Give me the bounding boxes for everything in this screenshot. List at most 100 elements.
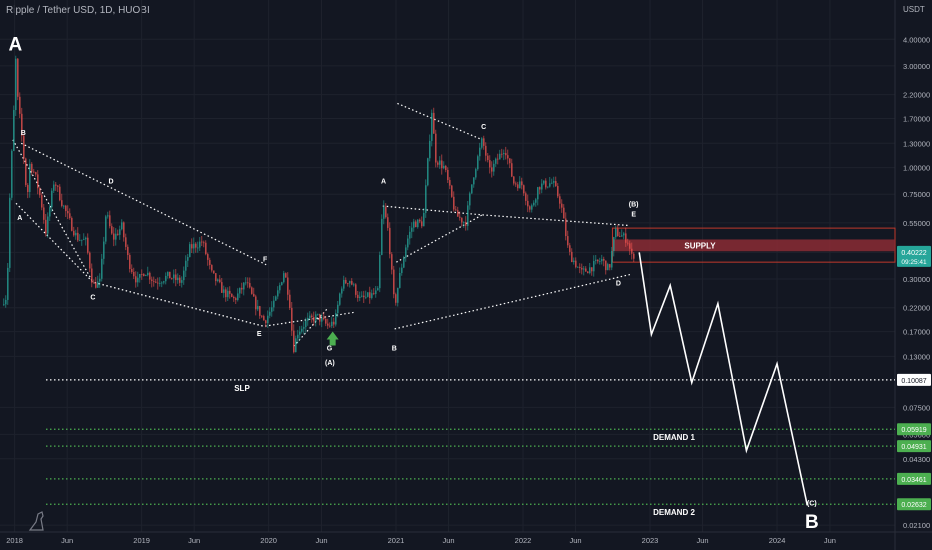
candle-body — [625, 233, 627, 243]
time-tick: 2021 — [388, 536, 405, 545]
candle-body — [131, 269, 133, 272]
candle-body — [241, 287, 243, 290]
candle-body — [265, 320, 267, 324]
tradingview-logo-shape — [28, 511, 44, 531]
candle-body — [69, 213, 71, 219]
candle-body — [127, 246, 129, 256]
candle-body — [59, 186, 61, 201]
candle-body — [39, 188, 41, 196]
candle-body — [505, 153, 507, 156]
candle-body — [23, 135, 25, 159]
price-tag-bg — [897, 373, 931, 386]
candle-body — [113, 233, 115, 240]
candle-body — [73, 230, 75, 236]
candle-body — [497, 158, 499, 160]
candle-body — [277, 290, 279, 297]
candle-body — [229, 290, 231, 294]
candle-body — [621, 235, 623, 237]
candle-body — [55, 184, 57, 186]
candle-body — [77, 232, 79, 241]
candle-body — [473, 177, 475, 185]
candle-body — [459, 216, 461, 218]
candle-body — [193, 243, 195, 249]
candle-body — [585, 268, 587, 272]
candle-body — [633, 253, 635, 259]
candle-body — [177, 277, 179, 281]
wave-label: B — [21, 130, 26, 137]
candle-body — [527, 200, 529, 207]
candle-body — [153, 280, 155, 282]
candle-body — [581, 267, 583, 270]
candle-body — [619, 236, 621, 237]
candle-body — [367, 292, 369, 297]
candle-body — [41, 195, 43, 208]
candle-body — [97, 281, 99, 288]
candle-body — [491, 167, 493, 172]
time-tick: 2020 — [260, 536, 277, 545]
candle-body — [429, 140, 431, 159]
candle-body — [57, 185, 59, 187]
candle-body — [509, 158, 511, 164]
candle-body — [381, 218, 383, 255]
candle-body — [483, 138, 485, 146]
candle-body — [183, 270, 185, 281]
candle-body — [409, 231, 411, 239]
candle-body — [393, 269, 395, 295]
candle-body — [281, 282, 283, 286]
candle-body — [349, 281, 351, 284]
candle-body — [515, 183, 517, 185]
candle-body — [455, 209, 457, 211]
candle-body — [337, 304, 339, 314]
candle-body — [119, 229, 121, 235]
candle-body — [431, 112, 433, 141]
price-tick: 2.20000 — [903, 91, 930, 100]
candle-body — [53, 184, 55, 191]
candle-body — [249, 283, 251, 288]
candle-body — [369, 292, 371, 298]
candle-body — [323, 317, 325, 320]
price-tag-text: 0.04931 — [901, 444, 926, 451]
time-tick: 2019 — [133, 536, 150, 545]
price-tick: 1.00000 — [903, 164, 930, 173]
candle-body — [465, 222, 467, 226]
candle-body — [307, 317, 309, 321]
candle-body — [25, 158, 27, 186]
candle-body — [159, 283, 161, 284]
candle-body — [535, 199, 537, 203]
candle-body — [123, 222, 125, 238]
time-tick: Jun — [697, 536, 709, 545]
candle-body — [603, 258, 605, 261]
candle-body — [559, 196, 561, 204]
candle-body — [17, 58, 19, 97]
candle-body — [207, 254, 209, 260]
candle-body — [225, 289, 227, 298]
candle-body — [19, 96, 21, 114]
wave-label: F — [263, 256, 268, 263]
candle-body — [43, 207, 45, 220]
candle-body — [189, 244, 191, 257]
candle-body — [353, 284, 355, 286]
time-tick: Jun — [61, 536, 73, 545]
candle-body — [333, 321, 335, 325]
candle-body — [33, 171, 35, 173]
candle-body — [291, 307, 293, 331]
candle-body — [103, 241, 105, 259]
time-tick: Jun — [570, 536, 582, 545]
candle-body — [243, 282, 245, 290]
candle-body — [467, 205, 469, 226]
candle-body — [305, 320, 307, 328]
candle-body — [89, 252, 91, 269]
candle-body — [481, 138, 483, 148]
candle-body — [421, 221, 423, 227]
candle-body — [529, 206, 531, 210]
candle-body — [513, 176, 515, 184]
candle-body — [343, 279, 345, 289]
candle-body — [441, 160, 443, 169]
candle-body — [209, 259, 211, 266]
wave-label: (B) — [629, 201, 639, 208]
candle-body — [541, 183, 543, 190]
candle-body — [571, 251, 573, 263]
candle-body — [173, 274, 175, 279]
candle-body — [325, 319, 327, 324]
